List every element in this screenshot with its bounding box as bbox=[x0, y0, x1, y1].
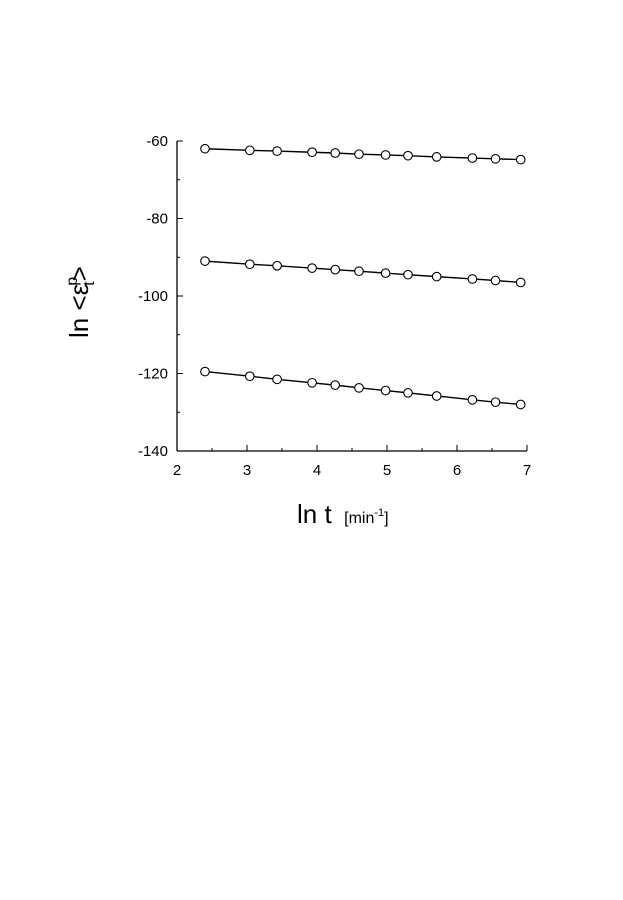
y-axis-ticks: -140 -120 -100 -80 -60 bbox=[138, 133, 183, 460]
data-point bbox=[307, 263, 317, 273]
y-axis-label-sub: t bbox=[81, 281, 98, 286]
data-point bbox=[244, 145, 255, 156]
data-point bbox=[380, 385, 391, 396]
data-point bbox=[403, 388, 413, 398]
data-point bbox=[403, 269, 413, 280]
x-axis-ticks: 2 3 4 5 6 7 bbox=[173, 445, 531, 479]
y-tick-label: -120 bbox=[138, 366, 168, 383]
series-3 bbox=[200, 366, 526, 410]
y-axis-label: ln <ε bbox=[64, 283, 94, 338]
y-axis-title: ln <εpt> bbox=[64, 266, 98, 338]
data-point bbox=[380, 268, 391, 278]
data-point bbox=[354, 266, 364, 277]
x-axis-label: ln t bbox=[297, 499, 332, 529]
data-point bbox=[490, 397, 501, 408]
data-point bbox=[490, 275, 501, 286]
x-tick-label: 5 bbox=[383, 462, 391, 479]
data-point bbox=[354, 382, 364, 393]
data-point bbox=[515, 399, 526, 410]
x-axis-unit: [min bbox=[344, 510, 374, 527]
x-tick-label: 3 bbox=[243, 462, 251, 479]
x-axis-unit-close: ] bbox=[384, 510, 388, 527]
x-axis-unit-sup: -1 bbox=[374, 507, 384, 519]
y-tick-label: -80 bbox=[146, 211, 168, 228]
series-1 bbox=[200, 143, 526, 165]
series-2 bbox=[200, 256, 526, 288]
data-point bbox=[431, 391, 442, 401]
data-point bbox=[244, 371, 255, 382]
x-tick-label: 4 bbox=[313, 462, 321, 479]
x-tick-label: 7 bbox=[523, 462, 531, 479]
data-point bbox=[467, 395, 478, 405]
y-tick-label: -60 bbox=[146, 133, 168, 150]
data-point bbox=[272, 374, 282, 385]
data-point bbox=[380, 150, 391, 160]
data-point bbox=[490, 153, 501, 164]
data-point bbox=[330, 148, 341, 158]
y-axis-label-sup: p bbox=[64, 277, 81, 286]
data-point bbox=[403, 150, 413, 161]
x-axis-title: ln t [min-1] bbox=[297, 499, 389, 529]
axes bbox=[176, 141, 527, 452]
data-point bbox=[354, 149, 364, 160]
y-axis-label-suffix: > bbox=[64, 266, 94, 281]
x-tick-label: 2 bbox=[173, 462, 181, 479]
data-point bbox=[307, 377, 317, 388]
data-point bbox=[431, 152, 442, 162]
data-point bbox=[272, 146, 282, 156]
data-point bbox=[515, 154, 526, 165]
data-point bbox=[200, 143, 210, 154]
data-point bbox=[431, 271, 442, 282]
data-point bbox=[200, 256, 210, 266]
data-point bbox=[272, 260, 282, 271]
data-point bbox=[467, 274, 478, 284]
data-point bbox=[330, 264, 341, 275]
data-point bbox=[244, 259, 255, 270]
y-tick-label: -100 bbox=[138, 288, 168, 305]
data-point bbox=[330, 380, 341, 390]
data-point bbox=[467, 153, 478, 163]
data-point bbox=[515, 277, 526, 288]
y-tick-label: -140 bbox=[138, 443, 168, 460]
data-point bbox=[200, 366, 210, 377]
x-tick-label: 6 bbox=[453, 462, 461, 479]
series-group bbox=[200, 143, 526, 410]
data-point bbox=[307, 147, 317, 158]
